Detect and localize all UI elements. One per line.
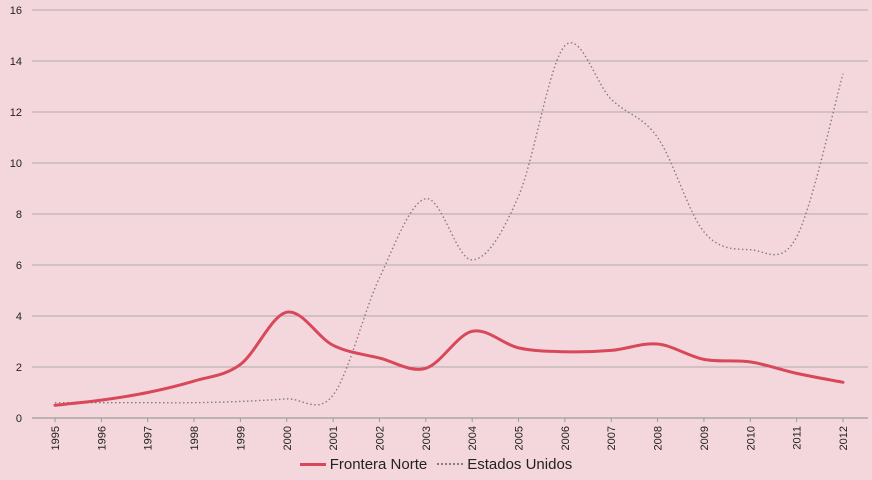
x-tick-label: 2012: [838, 426, 850, 450]
y-tick-label: 4: [16, 311, 22, 323]
x-tick-label: 2004: [467, 426, 479, 450]
x-tick-label: 1995: [50, 426, 62, 450]
y-axis-ticks: 0 2 4 6 8 10 12 14 16: [10, 5, 22, 425]
legend-label-frontera-norte: Frontera Norte: [329, 455, 428, 473]
y-tick-label: 12: [10, 107, 22, 119]
x-tick-label: 2005: [514, 426, 526, 450]
legend-swatch-frontera-norte: [299, 462, 326, 466]
y-tick-label: 0: [16, 413, 22, 425]
x-tick-label: 2010: [745, 426, 757, 450]
legend-swatch-estados-unidos: [437, 463, 464, 465]
x-tick-label: 1998: [189, 426, 201, 450]
y-tick-label: 16: [10, 5, 22, 17]
legend-item-frontera-norte: Frontera Norte: [299, 455, 428, 473]
series-line-frontera-norte: [53, 310, 845, 407]
x-tick-label: 2002: [374, 426, 386, 450]
legend: Frontera Norte Estados Unidos: [0, 452, 872, 476]
x-tick-label: 2003: [421, 426, 433, 450]
x-tick-label: 2007: [606, 426, 618, 450]
series-lines: [53, 42, 845, 407]
x-tick-label: 2011: [792, 426, 804, 450]
series-line-estados-unidos: [54, 42, 844, 406]
y-tick-label: 2: [16, 362, 22, 374]
x-tick-label: 2000: [282, 426, 294, 450]
y-tick-label: 14: [10, 56, 22, 68]
x-tick-label: 1997: [143, 426, 155, 450]
legend-label-estados-unidos: Estados Unidos: [467, 455, 573, 473]
grid-lines: [32, 9, 868, 419]
x-axis-ticks: 1995 1996 1997 1998 1999 2000 2001 2002 2003 2004…: [50, 418, 850, 450]
y-tick-label: 10: [10, 158, 22, 170]
y-tick-label: 8: [16, 209, 22, 221]
x-tick-label: 2008: [653, 426, 665, 450]
x-tick-label: 2009: [699, 426, 711, 450]
x-tick-label: 1999: [235, 426, 247, 450]
x-tick-label: 2006: [560, 426, 572, 450]
legend-item-estados-unidos: Estados Unidos: [437, 456, 572, 473]
y-tick-label: 6: [16, 260, 22, 272]
x-tick-label: 1996: [96, 426, 108, 450]
x-tick-label: 2001: [328, 426, 340, 450]
